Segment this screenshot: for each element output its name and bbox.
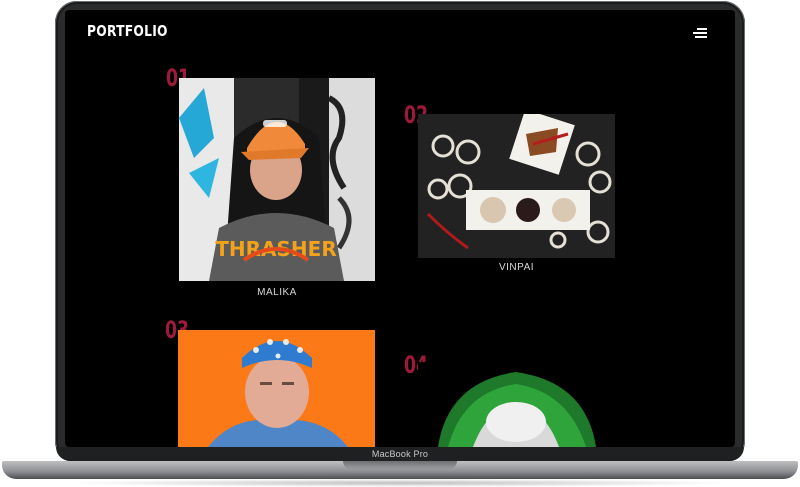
screen: PORTFOLIO 01: [65, 10, 735, 447]
project-title: MALIKA: [257, 287, 297, 298]
laptop-base: [2, 461, 798, 479]
project-image-vinpai: [418, 114, 615, 258]
project-card-04[interactable]: [418, 362, 615, 447]
hamburger-menu-icon[interactable]: [691, 28, 707, 38]
project-title: VINPAI: [498, 262, 535, 273]
project-card-malika[interactable]: THRASHER MALIKA: [179, 78, 375, 298]
site-logo[interactable]: PORTFOLIO: [87, 22, 168, 40]
laptop-notch: [343, 461, 457, 469]
project-card-vinpai[interactable]: VINPAI: [418, 114, 615, 273]
project-image-03: [178, 330, 375, 447]
project-image-04: [418, 362, 615, 447]
laptop-bottom-bezel: [56, 447, 744, 461]
laptop-model-label: MacBook Pro: [371, 449, 429, 459]
laptop-shadow: [60, 479, 740, 487]
project-card-03[interactable]: [178, 330, 375, 447]
project-image-malika: THRASHER: [179, 78, 375, 281]
